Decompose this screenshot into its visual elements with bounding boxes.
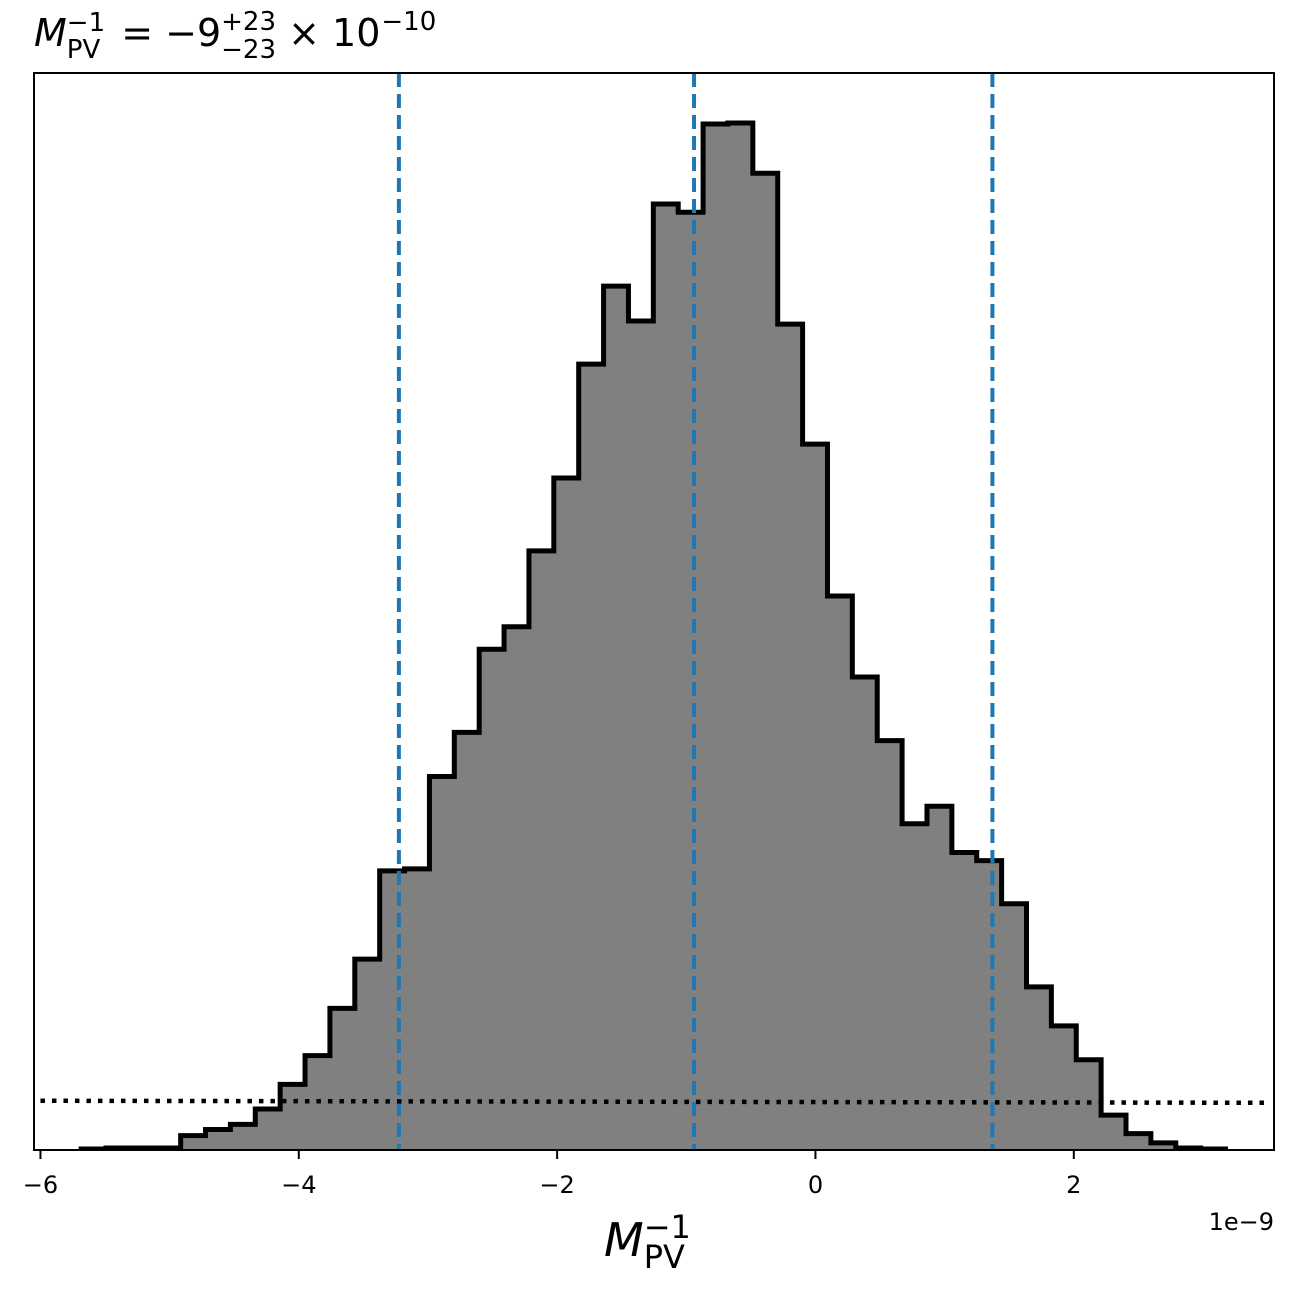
histogram-bar [180, 1135, 207, 1150]
x-tick-label: 0 [808, 1171, 823, 1199]
histogram-bar [703, 124, 729, 1150]
x-axis-ticks: −6 −4 −2 0 2 [23, 1150, 1081, 1199]
histogram-bar [255, 1108, 281, 1150]
histogram-bar [479, 649, 505, 1150]
x-axis-offset-label: 1e−9 [1209, 1208, 1274, 1236]
histogram-bar [1150, 1142, 1177, 1150]
histogram-bar [628, 320, 654, 1150]
histogram-bar [454, 732, 480, 1150]
histogram-bar [877, 740, 903, 1150]
x-axis-label: M−1 PV [604, 1208, 691, 1276]
title-symbol: M [34, 11, 67, 55]
plot-area [33, 72, 1275, 1151]
title-times: × 10 [276, 11, 380, 55]
histogram-bar [1076, 1059, 1102, 1150]
histogram-bar [404, 868, 431, 1150]
histogram-bar [354, 959, 381, 1150]
histogram-bar [827, 595, 853, 1150]
title-exponent: −10 [381, 7, 436, 37]
histogram-outline [78, 120, 1229, 1150]
histogram-bar [578, 364, 605, 1150]
histogram-bar [429, 776, 455, 1150]
xlabel-symbol: M [604, 1213, 644, 1267]
x-tick-label: −2 [539, 1171, 574, 1199]
chart-title: M−1 PV = −9+23 −23 × 10−10 [34, 7, 436, 65]
x-tick-label: 2 [1066, 1171, 1081, 1199]
histogram-bar [678, 212, 704, 1150]
histogram-bar [852, 677, 878, 1150]
prior-dotted-line [40, 1098, 1268, 1106]
histogram-bar [528, 550, 555, 1150]
histogram-bar [727, 122, 754, 1150]
histogram-bar [752, 173, 779, 1150]
xlabel-subscript: PV [644, 1238, 685, 1276]
histogram-bar [951, 852, 978, 1150]
x-tick-label: −6 [23, 1171, 58, 1199]
histogram-bar [802, 444, 829, 1150]
histogram-bar [280, 1084, 306, 1150]
histogram-bar [1026, 986, 1052, 1150]
title-equals: = −9 [109, 11, 221, 55]
histogram-bar [902, 823, 928, 1150]
quantile-lines [396, 73, 995, 1150]
histogram-bar [1126, 1133, 1152, 1150]
histogram-bar [777, 324, 804, 1150]
histogram-bar [926, 806, 953, 1150]
histogram-bar [230, 1124, 256, 1150]
histogram-bar [1101, 1115, 1127, 1150]
histogram-bars [78, 120, 1229, 1150]
title-subscript: PV [67, 35, 101, 65]
title-error-plus: +23 [221, 7, 276, 37]
histogram-bar [329, 1008, 356, 1150]
histogram-bar [603, 286, 630, 1150]
histogram-bar [379, 870, 406, 1150]
histogram-bar [205, 1129, 232, 1150]
histogram-bar [1001, 903, 1028, 1150]
title-error-minus: −23 [221, 35, 276, 65]
xlabel-superscript: −1 [644, 1208, 691, 1246]
histogram-bar [653, 204, 679, 1150]
title-superscript: −1 [67, 8, 105, 38]
plot-frame [33, 72, 1275, 1151]
x-tick-label: −4 [281, 1171, 316, 1199]
histogram-bar [976, 860, 1003, 1150]
histogram-bar [553, 477, 580, 1150]
histogram-bar [1051, 1025, 1077, 1150]
prior-line [40, 1098, 1268, 1106]
histogram-bar [504, 626, 530, 1150]
